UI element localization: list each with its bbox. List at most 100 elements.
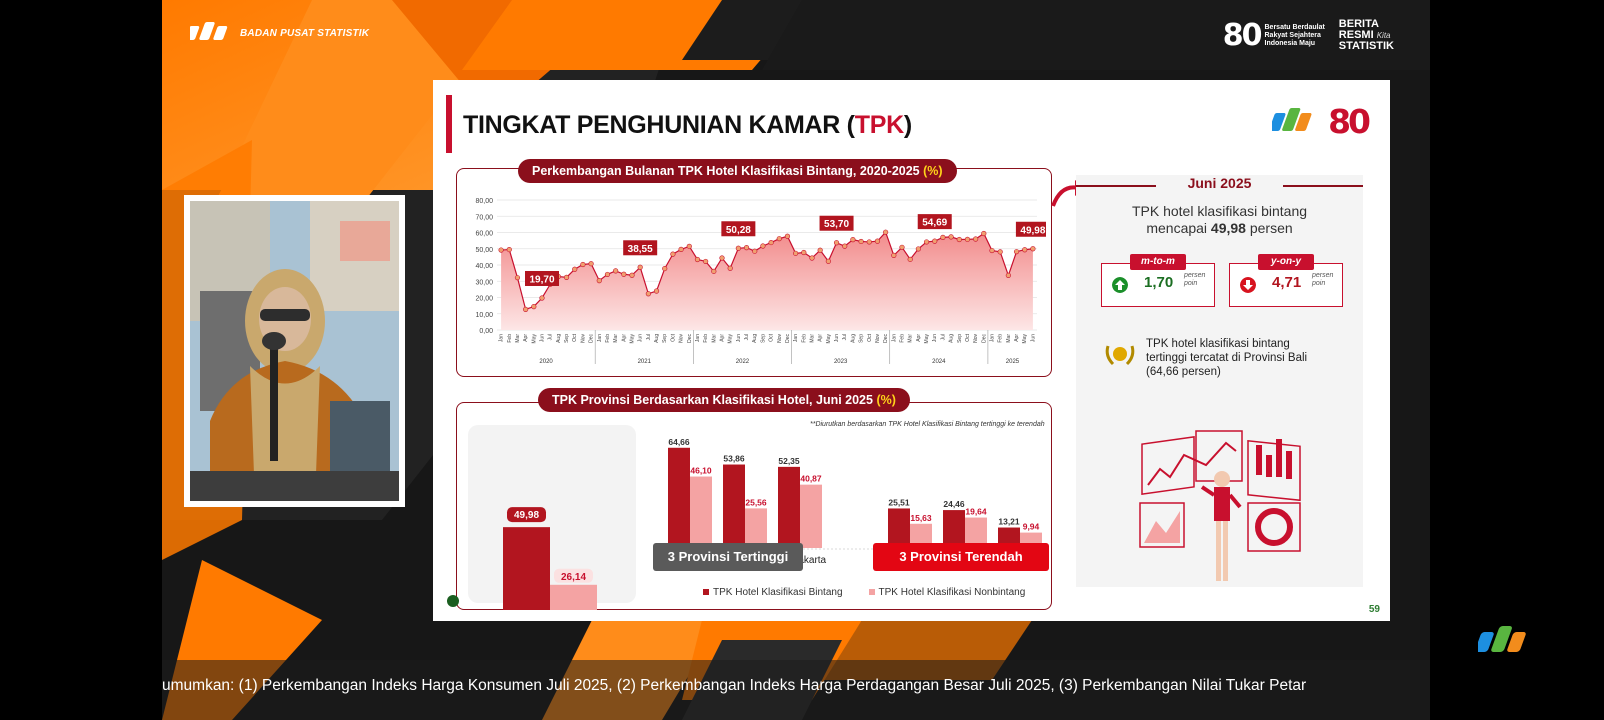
- callout-label: 53,70: [824, 219, 849, 230]
- x-month-label: Apr: [720, 334, 726, 342]
- x-month-label: Feb: [900, 334, 906, 343]
- data-point: [719, 255, 725, 261]
- data-point: [883, 229, 889, 235]
- mtom-label: m-to-m: [1130, 254, 1186, 270]
- x-month-label: Jun: [736, 334, 742, 342]
- data-point: [940, 234, 946, 240]
- x-month-label: Apr: [1014, 334, 1020, 342]
- x-month-label: May: [924, 334, 930, 344]
- brs-line-2: RESMI: [1338, 29, 1374, 41]
- x-month-label: Feb: [998, 334, 1004, 343]
- top-provinces-label: 3 Provinsi Tertinggi: [653, 543, 803, 571]
- bar-bintang: [888, 508, 910, 548]
- data-point: [694, 256, 701, 263]
- value-label-nonbintang: 26,14: [561, 572, 586, 583]
- data-point: [1022, 247, 1028, 253]
- value-label-bintang: 13,21: [998, 517, 1020, 527]
- data-point: [629, 272, 635, 278]
- x-year-label: 2020: [539, 359, 553, 365]
- value-pill: [507, 507, 546, 523]
- page-number: 59: [1368, 604, 1380, 615]
- bar-nonbintang: [800, 484, 822, 548]
- bar-nonbintang: [910, 523, 932, 548]
- data-point: [506, 246, 512, 253]
- data-point: [981, 230, 987, 237]
- slide-logos: 80: [1272, 102, 1371, 141]
- bar-bintang: [668, 447, 690, 548]
- yony-box: y-on-y 4,71 persen poin: [1229, 254, 1343, 307]
- data-point: [743, 245, 750, 251]
- bar-bintang: [998, 527, 1020, 548]
- data-point: [768, 239, 774, 246]
- x-month-label: Mar: [613, 334, 619, 343]
- data-point: [531, 303, 537, 310]
- x-month-label: Dec: [687, 334, 693, 343]
- title-tpk: TPK: [854, 111, 904, 139]
- x-month-label: Dec: [981, 334, 987, 343]
- value-label-nonbintang: 40,87: [800, 474, 822, 484]
- brs-line-1: BERITA: [1338, 18, 1379, 30]
- x-month-label: Mar: [908, 334, 914, 343]
- legend-nonbintang: TPK Hotel Klasifikasi Nonbintang: [878, 587, 1026, 598]
- data-point: [539, 295, 545, 301]
- callout-box: [1015, 221, 1046, 237]
- yony-value: 4,71: [1272, 274, 1302, 291]
- data-point: [653, 288, 660, 294]
- tpk-monthly-chart: 0,00 10,00 20,00 30,00 40,00 50,00 60,00 70,00 8…: [475, 198, 1046, 365]
- callout-box: [917, 214, 952, 230]
- x-month-label: Nov: [875, 334, 881, 343]
- data-point: [915, 246, 921, 252]
- x-month-label: Jun: [932, 334, 938, 342]
- x-month-label: Mar: [711, 334, 717, 343]
- x-month-label: Apr: [523, 334, 529, 342]
- presenter-video: [184, 195, 405, 507]
- data-point: [621, 271, 627, 277]
- x-month-label: Sep: [662, 334, 668, 343]
- y-tick-label: 40,00: [475, 263, 493, 270]
- bar-bintang: [503, 527, 550, 610]
- x-month-label: Oct: [670, 333, 676, 341]
- tpk-province-chart: 49,9826,14Indonesia64,6646,10Bali53,8625…: [503, 437, 1048, 610]
- x-month-label: Nov: [679, 334, 685, 343]
- bps-color-logo-icon: [1272, 107, 1312, 131]
- value-pill: [554, 568, 593, 583]
- x-month-label: Aug: [752, 334, 758, 343]
- yony-label: y-on-y: [1258, 254, 1314, 270]
- x-month-label: Mar: [515, 334, 521, 343]
- bottom-provinces-label: 3 Provinsi Terendah: [873, 543, 1049, 571]
- data-point: [825, 258, 831, 264]
- data-point: [760, 243, 766, 249]
- callout-label: 38,55: [628, 244, 653, 255]
- x-year-label: 2021: [638, 359, 652, 365]
- data-point: [752, 248, 758, 254]
- data-point: [596, 277, 602, 284]
- x-month-label: Jan: [695, 334, 701, 342]
- x-month-label: Dec: [589, 334, 595, 343]
- x-month-label: Feb: [605, 334, 611, 343]
- laurel-award-icon: [1105, 345, 1135, 366]
- y-tick-label: 10,00: [475, 312, 493, 319]
- data-point: [776, 236, 782, 242]
- y-tick-label: 50,00: [475, 247, 493, 254]
- value-label-nonbintang: 25,56: [745, 497, 767, 507]
- x-month-label: Aug: [654, 334, 660, 343]
- callout-box: [721, 221, 756, 237]
- analyst-illustration: [1139, 430, 1301, 581]
- x-year-label: 2023: [834, 359, 848, 365]
- x-month-label: Apr: [621, 334, 627, 342]
- data-point: [833, 240, 840, 246]
- presentation-slide: TINGKAT PENGHUNIAN KAMAR (TPK) 80 Perkem…: [433, 80, 1390, 621]
- anniv-line-3: Indonesia Maju: [1264, 39, 1316, 47]
- data-point: [1013, 249, 1020, 255]
- expand-icon[interactable]: [447, 595, 459, 607]
- bps-watermark-icon: [1478, 626, 1526, 652]
- anniversary-badge: 80 Bersatu Berdaulat Rakyat Sejahtera In…: [1223, 18, 1325, 53]
- bps-logo-icon: [190, 22, 228, 40]
- x-month-label: Jul: [646, 334, 652, 340]
- data-point: [735, 245, 741, 251]
- value-label-bintang: 24,46: [943, 499, 965, 509]
- data-point: [580, 261, 586, 268]
- data-point: [973, 236, 979, 242]
- summary-value: 49,98: [1210, 220, 1246, 236]
- data-point: [932, 238, 938, 244]
